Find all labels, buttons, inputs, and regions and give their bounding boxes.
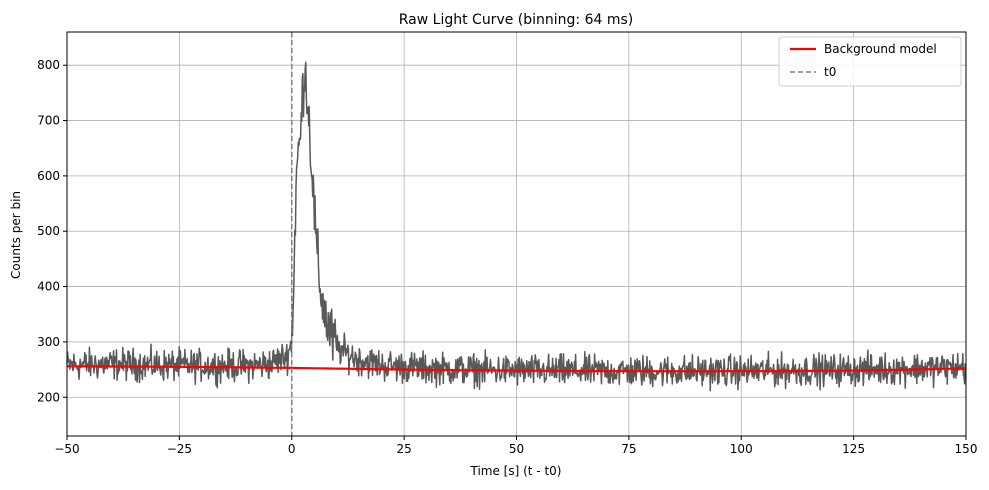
x-tick-label: 0 bbox=[288, 442, 296, 456]
legend-box bbox=[778, 36, 962, 87]
y-tick-label: 600 bbox=[37, 169, 60, 183]
legend-label-t0: t0 bbox=[824, 65, 836, 79]
x-tick-label: −50 bbox=[54, 442, 79, 456]
background-model-series bbox=[67, 365, 967, 373]
x-tick-label: 75 bbox=[621, 442, 636, 456]
chart-title: Raw Light Curve (binning: 64 ms) bbox=[399, 12, 634, 28]
y-tick-label: 500 bbox=[37, 224, 60, 238]
x-tick-label: 150 bbox=[955, 442, 978, 456]
x-tick-label: 25 bbox=[396, 442, 411, 456]
raw-light-curve-series bbox=[66, 61, 967, 392]
raw-light-curve-line bbox=[66, 61, 967, 392]
y-axis-ticks: 200 300 400 500 600 700 800 bbox=[37, 58, 67, 404]
x-tick-label: −25 bbox=[167, 442, 192, 456]
legend-label-background-model: Background model bbox=[824, 42, 937, 56]
y-tick-label: 400 bbox=[37, 280, 60, 294]
x-tick-label: 125 bbox=[842, 442, 865, 456]
x-tick-label: 100 bbox=[730, 442, 753, 456]
y-axis-label: Counts per bin bbox=[9, 191, 23, 279]
background-model-line bbox=[67, 365, 967, 373]
x-tick-label: 50 bbox=[509, 442, 524, 456]
y-tick-label: 800 bbox=[37, 58, 60, 72]
y-tick-label: 300 bbox=[37, 335, 60, 349]
x-axis-ticks: −50 −25 0 25 50 75 100 125 150 bbox=[54, 436, 977, 456]
y-tick-label: 700 bbox=[37, 114, 60, 128]
x-axis-label: Time [s] (t - t0) bbox=[470, 464, 562, 478]
legend: Background model t0 bbox=[778, 36, 962, 87]
y-tick-label: 200 bbox=[37, 390, 60, 404]
